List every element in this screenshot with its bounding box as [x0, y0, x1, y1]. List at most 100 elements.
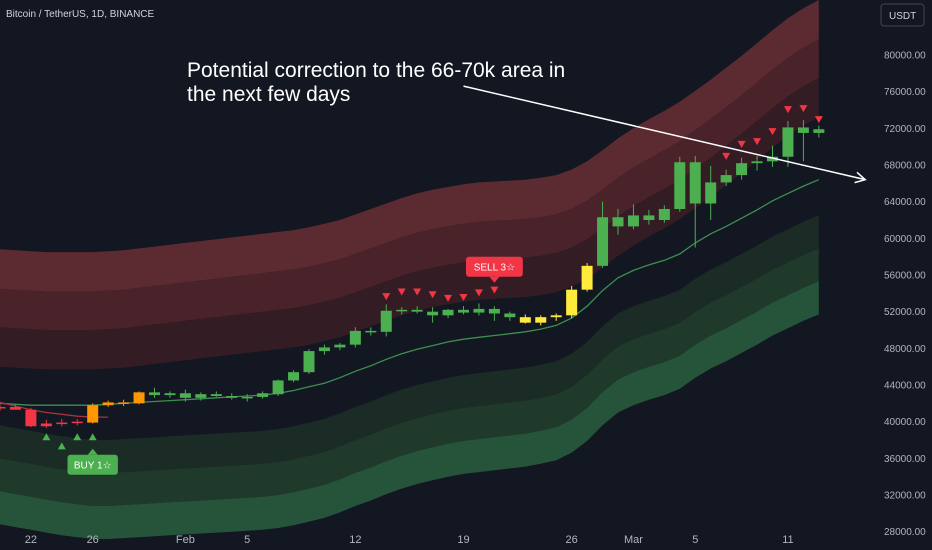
candle-body: [303, 351, 315, 373]
candle: [612, 209, 624, 235]
candle: [566, 286, 578, 319]
candle: [334, 342, 346, 351]
candle-body: [210, 394, 222, 396]
candle-body: [566, 289, 578, 316]
candle: [643, 209, 655, 225]
candle-body: [705, 182, 717, 204]
candle-body: [458, 309, 469, 313]
candle: [674, 156, 686, 212]
candle-body: [40, 423, 52, 427]
sell-triangle: [413, 288, 422, 296]
time-tick-label: 11: [782, 534, 793, 546]
sell-triangle: [799, 105, 808, 113]
candle-body: [488, 308, 500, 314]
sell-triangle: [474, 289, 483, 297]
badge-pointer: [489, 276, 500, 283]
candle-body: [782, 127, 794, 157]
chart-title: Bitcoin / TetherUS, 1D, BINANCE: [6, 9, 155, 20]
candle: [427, 307, 439, 323]
time-tick-label: 19: [457, 534, 469, 546]
sell-triangle: [382, 293, 391, 301]
candle: [303, 349, 315, 374]
candle-body: [581, 265, 593, 290]
candle: [195, 392, 207, 401]
candle: [736, 157, 748, 180]
currency-button[interactable]: [880, 3, 925, 27]
candle-body: [380, 310, 392, 332]
candle-body: [504, 313, 516, 318]
candle: [0, 404, 6, 411]
candle: [25, 407, 37, 428]
candle-body: [87, 405, 99, 423]
candle: [396, 307, 408, 315]
candle: [210, 391, 222, 397]
candle: [102, 400, 114, 407]
candle-body: [179, 393, 191, 398]
candle-body: [612, 217, 624, 227]
buy-triangle: [57, 442, 66, 450]
sell-triangle: [459, 294, 468, 301]
sell-triangle: [753, 138, 762, 146]
candle: [149, 387, 160, 398]
price-tick-label: 52000.00: [884, 307, 926, 318]
candle: [473, 303, 485, 316]
sell-triangle: [444, 294, 453, 302]
candle-body: [164, 393, 176, 396]
badge-label: BUY 1☆: [74, 460, 112, 471]
candle-body: [519, 317, 531, 323]
sell-triangle: [490, 286, 499, 294]
candle: [658, 205, 670, 223]
candle-body: [550, 315, 562, 318]
candle: [318, 344, 330, 355]
candle: [797, 120, 809, 162]
sell-triangle: [428, 291, 437, 299]
candle-body: [195, 394, 207, 398]
price-tick-label: 64000.00: [884, 197, 926, 208]
candle-body: [720, 175, 732, 183]
candle: [720, 169, 732, 187]
price-tick-label: 32000.00: [884, 491, 926, 502]
price-tick-label: 40000.00: [884, 417, 926, 428]
candle: [56, 418, 68, 427]
red-band-outer: [0, 0, 819, 292]
candle-body: [689, 162, 701, 204]
candle: [442, 308, 454, 319]
price-tick-label: 44000.00: [884, 381, 926, 392]
time-tick-label: 26: [566, 534, 578, 546]
candle-body: [813, 129, 825, 133]
candle-body: [365, 330, 377, 333]
candle: [9, 404, 21, 410]
price-tick-label: 36000.00: [884, 454, 926, 465]
badge-box: [67, 454, 118, 475]
candle: [241, 394, 253, 402]
sell-triangle: [814, 116, 823, 124]
candle-body: [25, 409, 37, 427]
price-tick-label: 56000.00: [884, 271, 926, 282]
candle: [519, 314, 531, 324]
sell-triangle: [397, 288, 406, 296]
badge-pointer: [87, 448, 98, 455]
candle-body: [0, 407, 6, 409]
candle-body: [736, 163, 748, 176]
price-tick-label: 72000.00: [884, 124, 926, 135]
candle: [179, 389, 191, 402]
buy-triangle: [73, 433, 82, 441]
time-axis: 22 26 Feb 5 12 19 26 Mar 5 11: [25, 534, 794, 546]
price-tick-label: 76000.00: [884, 87, 926, 98]
badge-box: [466, 256, 523, 277]
candle-body: [118, 402, 130, 404]
candle-body: [149, 392, 160, 396]
candle-body: [535, 317, 547, 323]
candle-body: [56, 422, 68, 425]
badge-label: SELL 3☆: [474, 262, 515, 273]
candle-body: [334, 344, 346, 348]
currency-selector[interactable]: USDT: [880, 3, 925, 27]
candle: [40, 419, 52, 429]
candle: [581, 263, 593, 292]
price-tick-label: 28000.00: [884, 527, 926, 538]
candle: [118, 399, 130, 407]
candle: [488, 306, 500, 321]
candle: [751, 155, 763, 171]
candle-body: [597, 217, 609, 266]
